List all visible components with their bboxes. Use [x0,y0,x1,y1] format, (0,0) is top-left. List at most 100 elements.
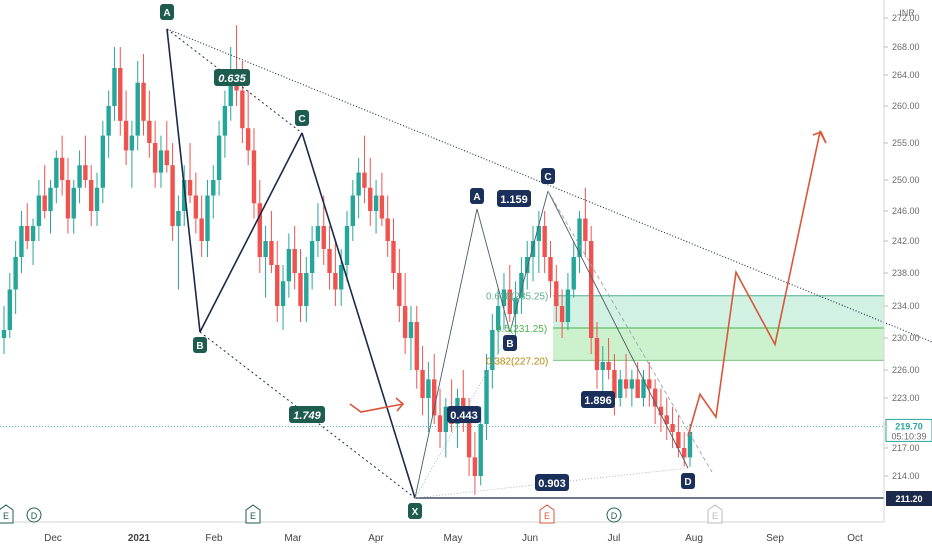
candle-body [152,143,158,173]
candle-body [484,370,489,424]
candle-body [338,265,344,290]
candle-body [135,82,140,136]
candle-body [565,289,571,322]
candle-body [641,379,646,398]
candle-body [658,406,664,416]
pattern-leg-line [509,190,549,333]
pattern-point-c-label: C [544,172,551,183]
candle-body [507,289,512,314]
event-earnings-marker [0,504,14,524]
candle-body [542,226,547,257]
candle-body [385,218,390,241]
candle-body [106,106,111,136]
candle-body [414,322,419,370]
candle-body [182,180,187,211]
candle-body [123,120,129,151]
ratio-box [447,406,481,423]
y-tick-label: 238.00 [892,268,920,278]
y-tick-label: 230.00 [892,333,920,343]
pattern-leg-line [547,190,689,469]
ratio-label: 0.903 [538,478,566,490]
candle-body [187,180,193,196]
candle-body [298,273,303,306]
y-axis-currency: INR [899,8,915,18]
support-price-tag [886,491,932,506]
ratio-label: 1.749 [293,410,321,422]
fib-level-label: 0.5(231.25) [496,324,547,335]
y-tick-label: 246.00 [892,206,920,216]
pattern-leg-line [547,190,713,473]
candle-body [118,68,123,121]
candle-body [83,165,88,180]
candle-body [71,187,76,219]
y-tick-label: 255.00 [892,138,920,148]
ratio-label: 0.443 [450,410,478,422]
fib-level-label: 0.618(235.25) [486,292,548,303]
orange-arrow [349,397,405,413]
event-label: E [544,511,550,521]
x-tick-label: Apr [368,533,384,544]
candle-body [257,203,262,257]
ratio-box [581,391,615,408]
candle-body [36,195,42,226]
candle-body [606,362,611,370]
candle-body [373,195,379,211]
pattern-point-a-label: A [163,8,170,19]
candle-body [420,370,425,398]
candle-body [176,211,181,226]
candle-body [443,406,449,432]
candle-body [216,135,222,180]
candle-body [408,322,414,338]
candle-body [251,150,257,204]
pattern-point-c-marker [541,168,555,184]
event-label: D [611,511,618,521]
pattern-leg-line [414,467,689,499]
x-tick-label: Dec [44,533,62,544]
candle-body [525,257,530,273]
candle-body [670,424,675,432]
pattern-point-c-marker [295,110,309,126]
candle-body [315,226,321,241]
candle-body [170,165,175,226]
candle-body [13,257,18,290]
x-tick-label: 2021 [128,533,151,544]
pattern-leg-line [414,331,511,499]
candle-body [100,135,106,188]
x-tick-label: Oct [847,533,863,544]
pattern-point-b-marker [193,337,207,353]
candle-body [269,241,274,265]
candle-body [513,297,518,314]
candle-body [583,218,588,241]
candle-body [292,249,297,273]
ratio-box [214,69,250,86]
pattern-leg-line [476,208,511,333]
candle-body [548,257,553,282]
x-tick-label: Jun [522,533,538,544]
candle-body [1,330,7,338]
candle-body [432,379,437,416]
candle-body [629,379,635,389]
pattern-point-a-marker [470,188,484,204]
candle-body [594,338,600,370]
x-tick-label: Aug [685,533,703,544]
pattern-point-a-marker [160,4,174,20]
fib-level-label: 0.382(227.20) [486,356,548,367]
last-price-countdown: 05:10:39 [891,431,926,441]
y-tick-label: 217.00 [892,443,920,453]
y-tick-label: 272.00 [892,13,920,23]
candle-body [466,415,472,458]
event-label: E [712,511,718,521]
candle-body [129,135,135,151]
candle-body [501,289,507,306]
candle-body [30,226,36,241]
candle-body [344,226,350,265]
candle-body [304,273,309,306]
y-tick-label: 242.00 [892,236,920,246]
support-price-value: 211.20 [895,494,922,504]
ratio-box [535,474,569,491]
candle-body [321,226,326,249]
y-tick-label: 223.00 [892,393,920,403]
